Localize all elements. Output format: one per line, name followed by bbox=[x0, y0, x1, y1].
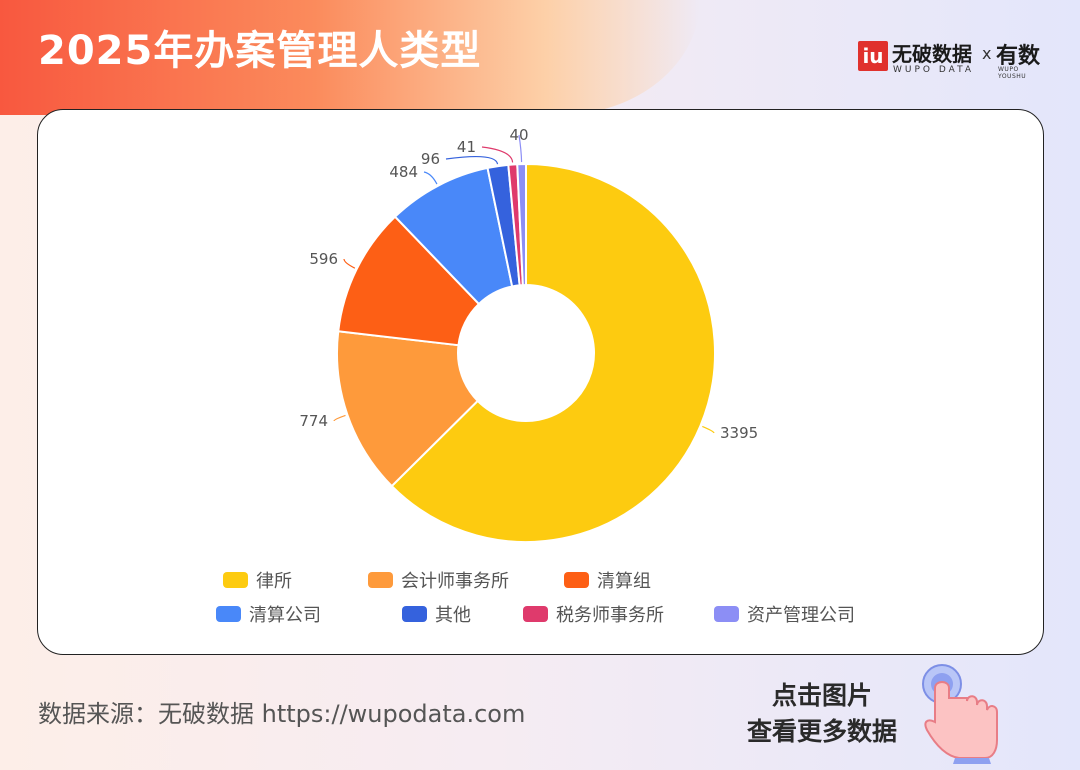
label-leader-line bbox=[445, 155, 499, 165]
slice-value-label: 3395 bbox=[720, 424, 758, 442]
legend-swatch bbox=[223, 572, 248, 588]
label-leader-line bbox=[702, 425, 715, 434]
legend-label: 其他 bbox=[435, 605, 471, 626]
logo-separator: x bbox=[982, 44, 992, 63]
legend-item[interactable]: 会计师事务所 bbox=[368, 568, 509, 592]
label-leader-line bbox=[481, 146, 514, 163]
legend-item[interactable]: 其他 bbox=[402, 602, 471, 626]
legend-item[interactable]: 清算公司 bbox=[216, 602, 321, 626]
donut-slice bbox=[336, 330, 480, 488]
page-title: 2025年办案管理人类型 bbox=[38, 28, 482, 74]
legend-label: 清算公司 bbox=[249, 605, 321, 626]
logo-text: 无破数据 bbox=[892, 42, 972, 66]
donut-slice bbox=[390, 162, 716, 543]
legend-label: 税务师事务所 bbox=[556, 605, 664, 626]
label-leader-line bbox=[333, 414, 346, 422]
label-leader-line bbox=[343, 258, 356, 269]
cta-line-1: 点击图片 bbox=[771, 681, 872, 710]
legend-label: 律所 bbox=[256, 571, 292, 592]
brand-logo: iu 无破数据 WUPO DATA x 有数 WUPO YOUSHU bbox=[858, 38, 1048, 80]
slice-value-label: 40 bbox=[509, 126, 528, 144]
tap-hand-icon[interactable] bbox=[915, 660, 1005, 765]
view-more-cta[interactable]: 点击图片 查看更多数据 bbox=[722, 678, 922, 750]
legend-item[interactable]: 律所 bbox=[223, 568, 292, 592]
partner-logo-text: 有数 bbox=[996, 44, 1041, 69]
legend-item[interactable]: 清算组 bbox=[564, 568, 651, 592]
partner-logo-subtext: WUPO YOUSHU bbox=[998, 66, 1027, 80]
legend-label: 清算组 bbox=[597, 571, 651, 592]
legend-swatch bbox=[368, 572, 393, 588]
legend-item[interactable]: 资产管理公司 bbox=[714, 602, 855, 626]
legend-label: 会计师事务所 bbox=[401, 571, 509, 592]
logo-subtext: WUPO DATA bbox=[893, 65, 975, 75]
chart-card: 3395 774 596 484 96 41 40 律所 会计师事务所 清算组清算公司 其他 税务师… bbox=[37, 109, 1044, 655]
legend-swatch bbox=[402, 606, 427, 622]
slice-value-label: 96 bbox=[421, 150, 440, 168]
legend-swatch bbox=[216, 606, 241, 622]
legend-swatch bbox=[714, 606, 739, 622]
legend-swatch bbox=[564, 572, 589, 588]
label-leader-line bbox=[423, 171, 438, 185]
slice-value-label: 774 bbox=[299, 412, 328, 430]
donut-slice bbox=[337, 215, 481, 347]
logo-mark-icon: iu bbox=[858, 41, 888, 71]
legend-label: 资产管理公司 bbox=[747, 605, 855, 626]
slice-value-label: 596 bbox=[309, 250, 338, 268]
slice-value-label: 484 bbox=[389, 163, 418, 181]
data-source-note: 数据来源：无破数据 https://wupodata.com bbox=[38, 700, 526, 728]
legend-item[interactable]: 税务师事务所 bbox=[523, 602, 664, 626]
legend-swatch bbox=[523, 606, 548, 622]
label-leader-line bbox=[518, 134, 523, 163]
header-band bbox=[0, 0, 700, 115]
slice-value-label: 41 bbox=[457, 138, 476, 156]
chart-legend: 律所 会计师事务所 清算组清算公司 其他 税务师事务所 资产管理公司 bbox=[38, 568, 1043, 638]
cta-line-2: 查看更多数据 bbox=[746, 717, 897, 746]
donut-slice bbox=[516, 162, 527, 287]
